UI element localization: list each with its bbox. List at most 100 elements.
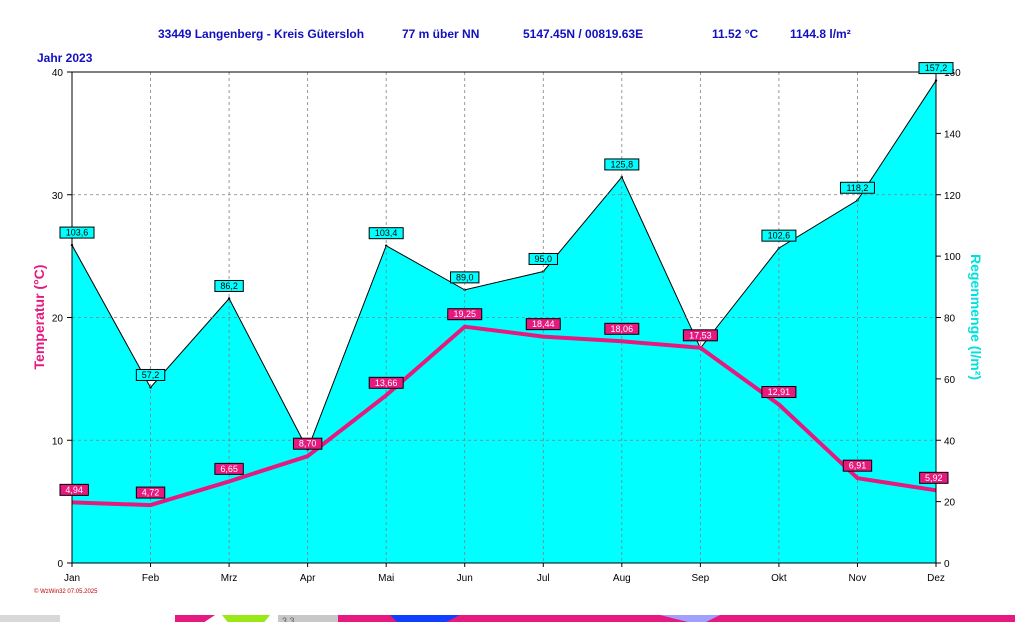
precipitation-label-text: 102,6 [768, 231, 791, 241]
precipitation-label-box [59, 226, 95, 239]
precipitation-label-text: 95,0 [535, 254, 553, 264]
year-label: Jahr 2023 [37, 51, 93, 65]
data-label-layer: 103,6 57,2 86,2 103,4 89,0 95,0 125,8 102,6 118,… [59, 62, 954, 499]
precipitation-data-label-okt: 102,6 [761, 229, 797, 242]
temperature-label-text: 12,91 [768, 387, 791, 397]
precipitation-data-label-mai: 103,4 [368, 227, 404, 240]
precipitation-label-text: 103,4 [375, 228, 398, 238]
temperature-data-label-okt: 12,91 [761, 386, 797, 399]
left-axis-tick-label: 40 [52, 68, 64, 79]
precipitation-data-label-dez: 157,2 [918, 62, 954, 75]
precipitation-label-box [368, 227, 404, 240]
temperature-label-box [214, 462, 244, 475]
precipitation-label-text: 89,0 [456, 272, 474, 282]
x-axis-tick-label: Dez [927, 573, 945, 584]
precipitation-label-text: 57,2 [142, 370, 160, 380]
x-axis-tick-label: Jan [64, 573, 80, 584]
precipitation-data-label-jul: 95,0 [528, 252, 558, 265]
precipitation-point-mrz [227, 297, 231, 300]
axis-layer: 010203040020406080100120140160JanFebMrzA… [31, 68, 984, 584]
precipitation-data-label-aug: 125,8 [604, 158, 640, 171]
precipitation-label-box [604, 158, 640, 171]
right-axis-tick-label: 140 [944, 129, 961, 140]
precipitation-label-box [918, 62, 954, 75]
right-axis-tick-label: 0 [944, 559, 950, 570]
right-axis-tick-label: 20 [944, 498, 956, 509]
station-name: 33449 Langenberg - Kreis Gütersloh [158, 27, 365, 41]
precipitation-label-box [450, 271, 480, 284]
x-axis-tick-label: Sep [691, 573, 709, 584]
temperature-line-layer [71, 324, 937, 508]
temperature-label-text: 6,91 [849, 461, 867, 471]
temperature-label-box [761, 386, 797, 399]
precipitation-label-box [761, 229, 797, 242]
right-axis-tick-label: 120 [944, 191, 961, 202]
temperature-label-text: 4,72 [142, 488, 160, 498]
precipitation-data-label-nov: 118,2 [839, 181, 875, 194]
precipitation-label-text: 118,2 [847, 183, 869, 193]
precipitation-label-box [214, 279, 244, 292]
precipitation-label-text: 157,2 [925, 63, 948, 73]
x-axis-tick-label: Aug [613, 573, 631, 584]
temperature-label-text: 19,25 [453, 309, 476, 319]
temperature-data-label-aug: 18,06 [604, 322, 640, 335]
x-axis-tick-label: Jul [537, 573, 550, 584]
station-coordinates: 5147.45N / 00819.63E [523, 27, 644, 41]
taskbar-strip: 3.3 [0, 612, 1015, 622]
temperature-label-box [604, 322, 640, 335]
temperature-label-box [919, 471, 949, 484]
precipitation-total: 1144.8 l/m² [790, 27, 851, 41]
right-axis-tick-label: 60 [944, 375, 956, 386]
station-altitude: 77 m über NN [402, 27, 480, 41]
temperature-label-box [525, 318, 561, 331]
software-credit: © WzWin32 07.05.2025 [34, 589, 98, 595]
climate-chart: 010203040020406080100120140160JanFebMrzA… [31, 62, 984, 584]
temperature-label-text: 6,65 [220, 464, 238, 474]
precipitation-label-text: 125,8 [611, 159, 634, 169]
temperature-data-label-mrz: 6,65 [214, 462, 244, 475]
precipitation-label-box [839, 181, 875, 194]
x-axis-tick-label: Jun [457, 573, 473, 584]
x-axis-tick-label: Nov [849, 573, 867, 584]
precipitation-label-text: 103,6 [66, 228, 89, 238]
right-axis-title: Regenmenge (l/m²) [968, 254, 984, 380]
temperature-data-label-apr: 8,70 [292, 437, 323, 450]
svg-text:3.3: 3.3 [282, 616, 295, 622]
precipitation-label-box [528, 252, 558, 265]
temperature-data-label-sep: 17,53 [682, 329, 718, 342]
temperature-data-label-feb: 4,72 [135, 486, 166, 499]
right-axis-tick-label: 80 [944, 314, 956, 325]
temperature-label-box [368, 376, 404, 389]
temperature-data-label-jan: 4,94 [59, 483, 89, 496]
precipitation-data-label-feb: 57,2 [135, 368, 166, 381]
precipitation-data-label-mrz: 86,2 [214, 279, 244, 292]
temperature-label-box [842, 459, 873, 472]
precipitation-label-text: 86,2 [220, 281, 238, 291]
mean-temperature: 11.52 °C [712, 27, 759, 41]
temperature-line [71, 324, 937, 508]
left-axis-tick-label: 20 [52, 314, 64, 325]
x-axis-tick-label: Mrz [221, 573, 238, 584]
temperature-data-label-jun: 19,25 [447, 308, 483, 321]
temperature-data-label-dez: 5,92 [919, 471, 949, 484]
temperature-label-box [59, 483, 89, 496]
temperature-label-box [447, 308, 483, 321]
temperature-data-label-mai: 13,66 [368, 376, 404, 389]
left-axis-title: Temperatur (°C) [31, 265, 47, 370]
temperature-label-text: 18,44 [532, 319, 555, 329]
left-axis-tick-label: 30 [52, 191, 64, 202]
temperature-label-text: 8,70 [299, 439, 317, 449]
precipitation-point-feb [149, 386, 152, 389]
right-axis-tick-label: 100 [944, 252, 961, 263]
x-axis-tick-label: Mai [378, 573, 394, 584]
temperature-data-label-nov: 6,91 [842, 459, 873, 472]
temperature-label-text: 5,92 [925, 473, 943, 483]
x-axis-tick-label: Okt [771, 573, 787, 584]
temperature-label-box [682, 329, 718, 342]
left-axis-tick-label: 0 [57, 559, 63, 570]
chart-header: 33449 Langenberg - Kreis Gütersloh 77 m … [0, 27, 1015, 43]
x-axis-tick-label: Apr [300, 573, 316, 584]
temperature-data-label-jul: 18,44 [525, 318, 561, 331]
precipitation-data-label-jan: 103,6 [59, 226, 95, 239]
temperature-label-text: 17,53 [689, 330, 712, 340]
